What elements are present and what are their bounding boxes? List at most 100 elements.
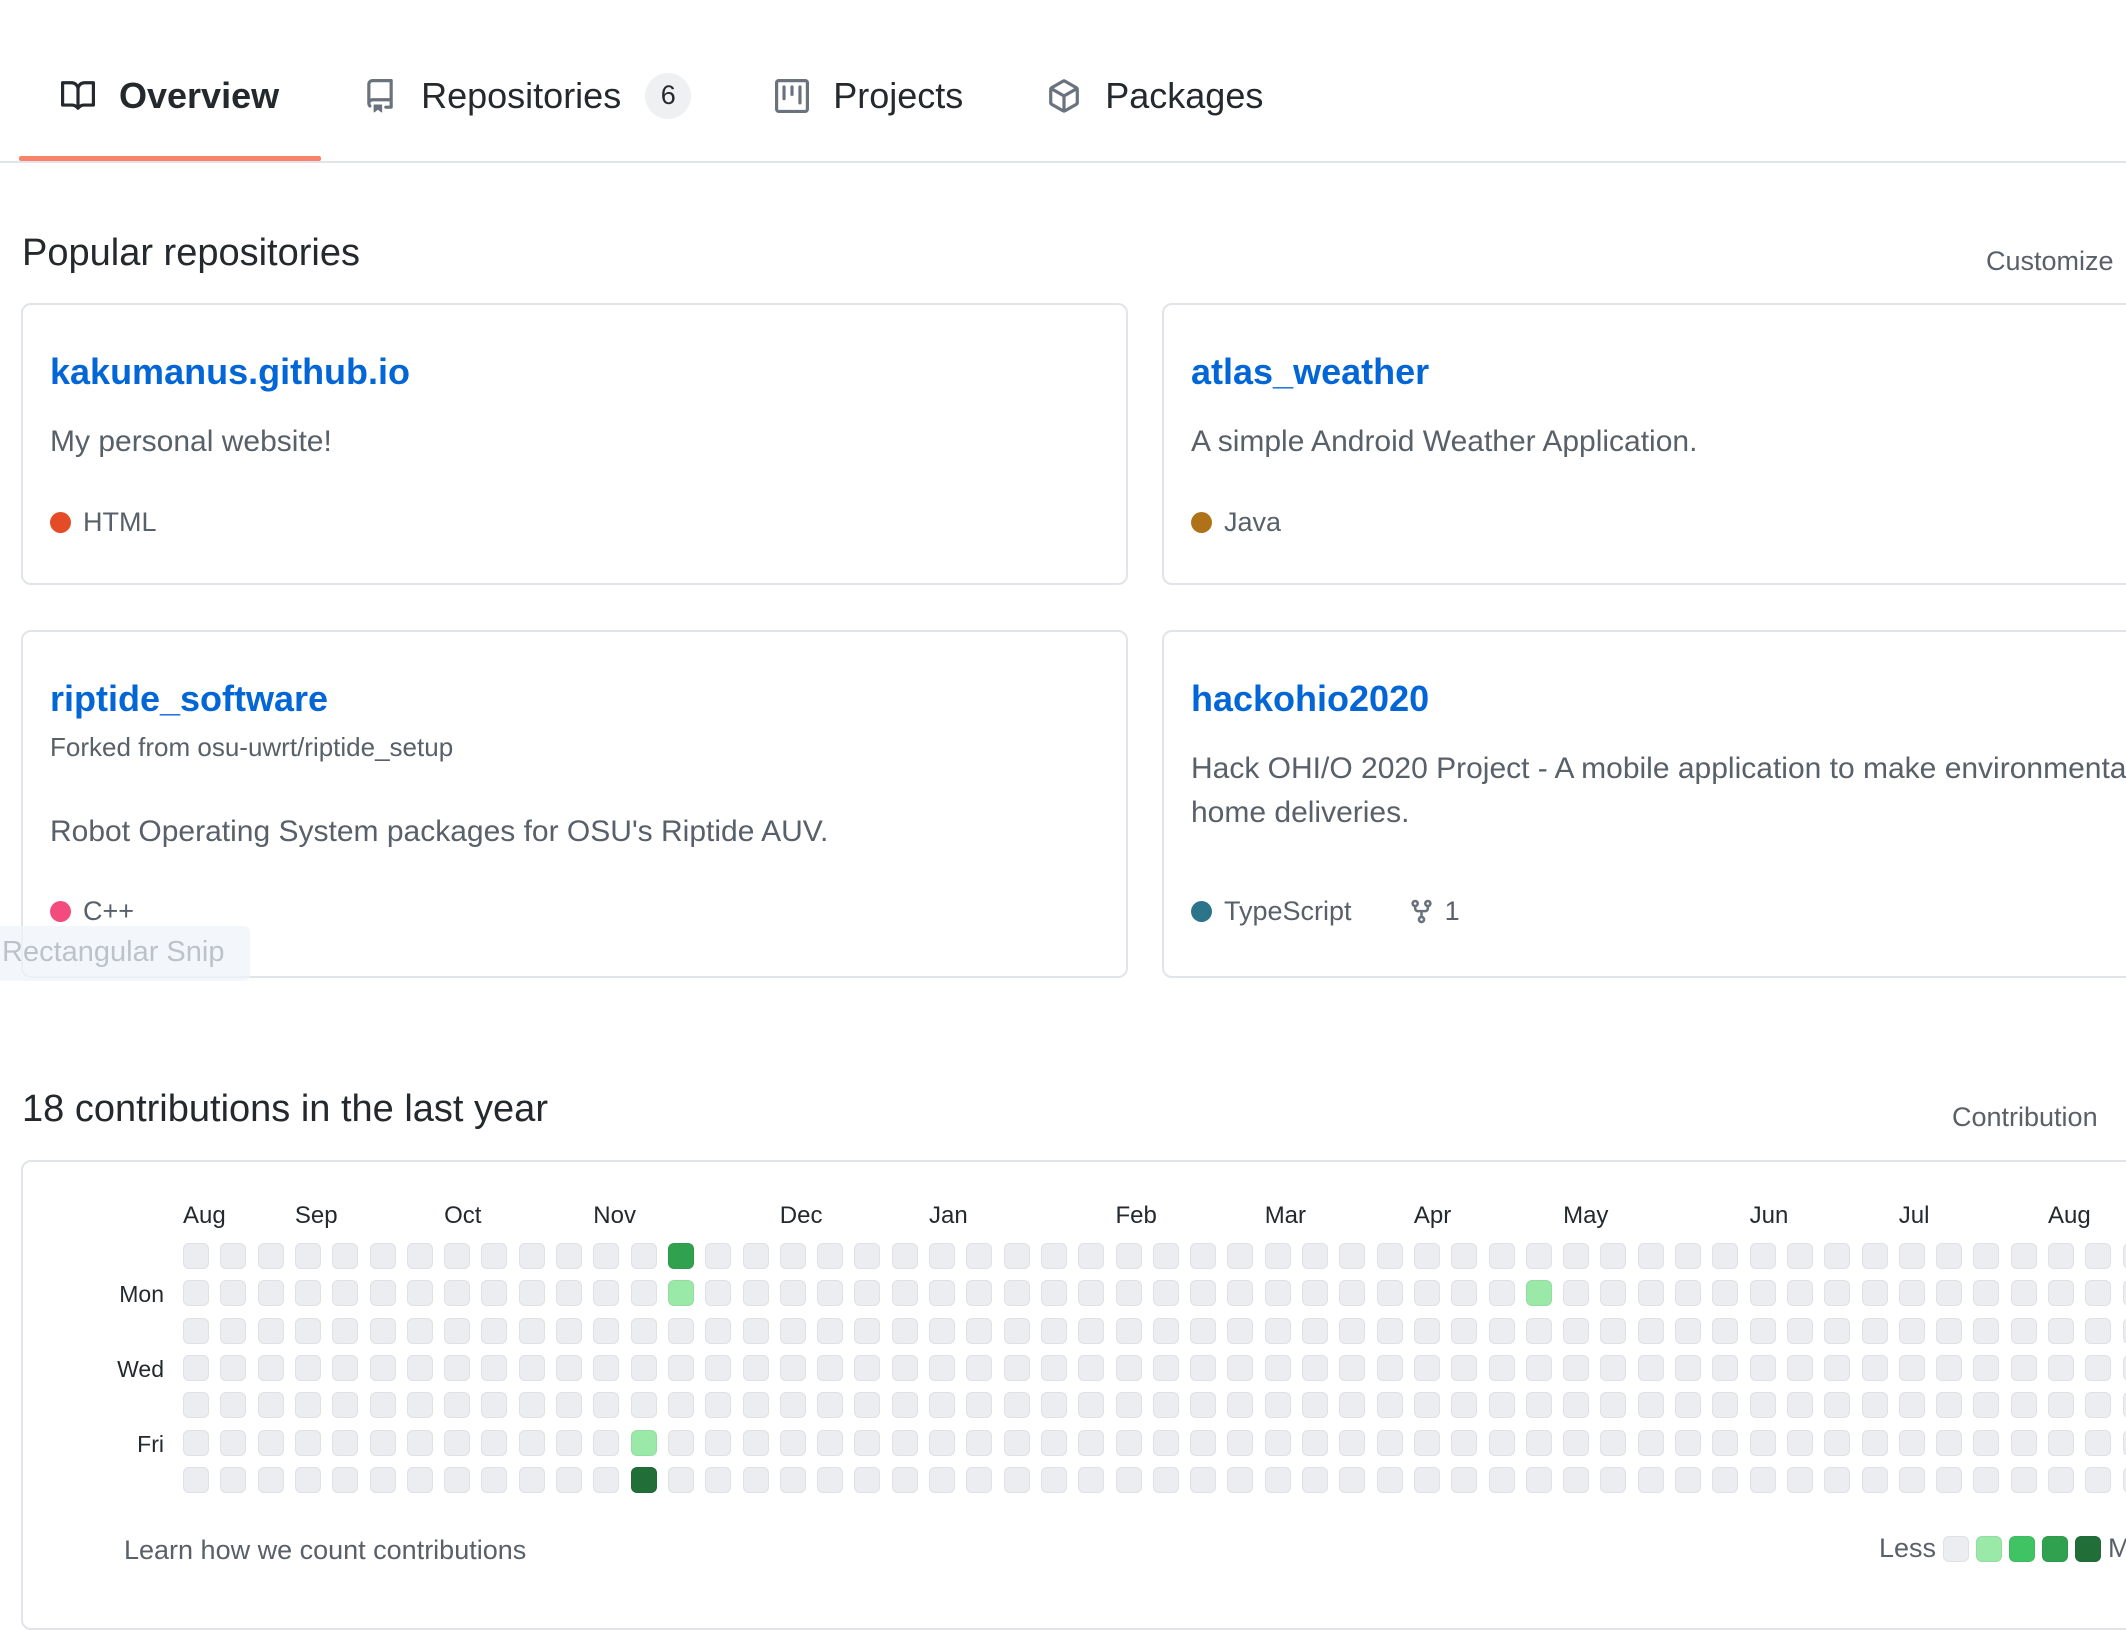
contribution-cell[interactable] [1115,1243,1142,1269]
contribution-cell[interactable] [1749,1392,1776,1419]
contribution-cell[interactable] [1040,1354,1067,1381]
contribution-cell[interactable] [593,1354,620,1381]
contribution-cell[interactable] [966,1354,993,1381]
contribution-cell[interactable] [929,1392,955,1419]
contribution-cell[interactable] [1227,1243,1254,1269]
contribution-cell[interactable] [406,1317,433,1344]
contribution-cell[interactable] [1600,1466,1627,1493]
contribution-cell[interactable] [2048,1466,2074,1493]
contribution-cell[interactable] [742,1243,769,1269]
contribution-cell[interactable] [369,1466,396,1493]
contribution-cell[interactable] [2010,1243,2037,1269]
contribution-cell[interactable] [1152,1243,1179,1269]
repo-link[interactable]: kakumanus.github.io [50,351,411,392]
contribution-cell[interactable] [332,1243,359,1269]
contribution-cell[interactable] [1413,1466,1440,1493]
contribution-cell[interactable] [369,1280,396,1307]
contribution-cell[interactable] [2048,1243,2074,1269]
contribution-cell[interactable] [1749,1354,1776,1381]
contribution-cell[interactable] [1675,1429,1701,1456]
contribution-cell[interactable] [257,1317,284,1344]
contribution-cell[interactable] [1451,1429,1478,1456]
contribution-cell[interactable] [1861,1354,1888,1381]
contribution-cell[interactable] [2085,1280,2112,1307]
contribution-cell[interactable] [1786,1392,1813,1419]
contribution-cell[interactable] [518,1280,545,1307]
contribution-cell[interactable] [1525,1243,1552,1269]
contribution-cell[interactable] [1786,1466,1813,1493]
contribution-cell[interactable] [1413,1243,1440,1269]
contribution-cell[interactable] [369,1354,396,1381]
contribution-cell[interactable] [705,1243,732,1269]
contribution-cell[interactable] [369,1243,396,1269]
contribution-cell[interactable] [444,1243,471,1269]
contribution-cell[interactable] [220,1429,247,1456]
repo-link[interactable]: riptide_software [50,678,329,719]
contribution-cell[interactable] [779,1243,806,1269]
contribution-cell[interactable] [1264,1392,1291,1419]
contribution-cell[interactable] [406,1429,433,1456]
contribution-cell[interactable] [1003,1466,1030,1493]
contribution-cell[interactable] [518,1392,545,1419]
contribution-cell[interactable] [1898,1243,1925,1269]
contribution-cell[interactable] [1973,1392,2000,1419]
contribution-cell[interactable] [220,1280,247,1307]
contribution-cell[interactable] [332,1392,359,1419]
contribution-cell[interactable] [593,1429,620,1456]
contribution-cell[interactable] [593,1243,620,1269]
contribution-cell[interactable] [1749,1280,1776,1307]
contribution-cell[interactable] [1786,1429,1813,1456]
contribution-cell[interactable] [1040,1429,1067,1456]
contribution-cell[interactable] [369,1429,396,1456]
contribution-cell[interactable] [2122,1354,2126,1381]
contribution-cell[interactable] [257,1354,284,1381]
contribution-cell[interactable] [183,1392,209,1419]
contribution-cell[interactable] [1861,1392,1888,1419]
contribution-cell[interactable] [891,1466,918,1493]
contribution-cell[interactable] [1824,1429,1851,1456]
contribution-cell[interactable] [1413,1429,1440,1456]
contribution-cell[interactable] [294,1354,321,1381]
contribution-cell[interactable] [518,1317,545,1344]
contribution-cell[interactable] [556,1354,582,1381]
contribution-cell[interactable] [966,1243,993,1269]
contribution-cell[interactable] [1190,1392,1217,1419]
contribution-cell[interactable] [1525,1280,1552,1307]
contribution-cell[interactable] [779,1280,806,1307]
contribution-cell[interactable] [1339,1392,1366,1419]
contribution-cell[interactable] [1302,1429,1328,1456]
contribution-cell[interactable] [817,1280,844,1307]
contribution-cell[interactable] [1003,1429,1030,1456]
contribution-cell[interactable] [2085,1317,2112,1344]
contribution-cell[interactable] [1749,1243,1776,1269]
contribution-cell[interactable] [1302,1280,1328,1307]
contribution-cell[interactable] [1563,1429,1590,1456]
contribution-cell[interactable] [1190,1354,1217,1381]
contribution-cell[interactable] [1339,1317,1366,1344]
contribution-cell[interactable] [593,1317,620,1344]
contribution-cell[interactable] [481,1280,508,1307]
contribution-cell[interactable] [1786,1317,1813,1344]
contribution-cell[interactable] [817,1392,844,1419]
contribution-cell[interactable] [1115,1354,1142,1381]
contribution-cell[interactable] [854,1429,881,1456]
contribution-cell[interactable] [1376,1280,1403,1307]
contribution-cell[interactable] [518,1243,545,1269]
contribution-cell[interactable] [1152,1392,1179,1419]
contribution-cell[interactable] [406,1243,433,1269]
contribution-cell[interactable] [705,1429,732,1456]
contribution-cell[interactable] [481,1429,508,1456]
contribution-cell[interactable] [1115,1392,1142,1419]
contribution-cell[interactable] [1003,1280,1030,1307]
contribution-cell[interactable] [1898,1317,1925,1344]
contribution-cell[interactable] [1786,1354,1813,1381]
contribution-cell[interactable] [1675,1243,1701,1269]
contribution-cell[interactable] [705,1392,732,1419]
contribution-cell[interactable] [1302,1317,1328,1344]
contribution-cell[interactable] [332,1429,359,1456]
repo-link[interactable]: hackohio2020 [1191,678,1430,719]
contribution-cell[interactable] [966,1392,993,1419]
contribution-cell[interactable] [1115,1317,1142,1344]
contribution-cell[interactable] [1712,1392,1739,1419]
contribution-cell[interactable] [1264,1429,1291,1456]
